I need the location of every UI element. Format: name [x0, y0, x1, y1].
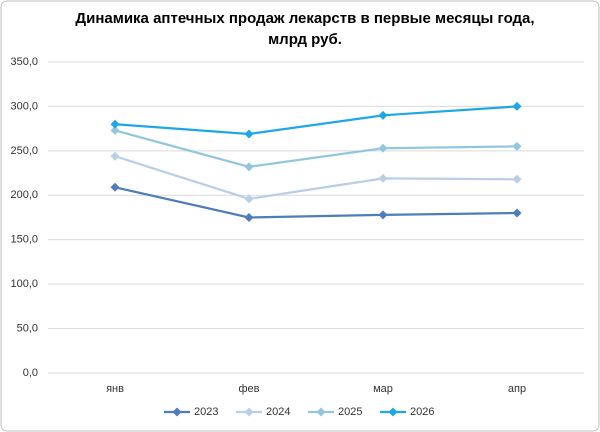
series-line [114, 155, 518, 200]
legend-marker [316, 407, 326, 417]
y-tick-label: 100,0 [10, 278, 38, 290]
x-tick-label: фев [238, 383, 259, 395]
x-tick-label: янв [106, 383, 124, 395]
y-tick-label: 250,0 [10, 145, 38, 157]
point-marker [110, 182, 120, 192]
point-marker [512, 208, 522, 218]
legend-label: 2023 [194, 406, 218, 418]
y-tick-label: 50,0 [17, 322, 38, 334]
point-marker [378, 210, 388, 220]
point-marker [512, 174, 522, 184]
legend-marker [244, 407, 254, 417]
series-line [114, 129, 518, 168]
y-tick-label: 300,0 [10, 100, 38, 112]
y-tick-label: 0,0 [23, 367, 38, 379]
point-marker [512, 141, 522, 151]
x-tick-label: апр [508, 383, 526, 395]
series-line [114, 105, 518, 136]
point-marker [110, 125, 120, 135]
legend-label: 2024 [266, 406, 290, 418]
legend-label: 2025 [338, 406, 362, 418]
series-line [114, 186, 518, 219]
x-tick-label: мар [373, 383, 393, 395]
legend-label: 2026 [410, 406, 434, 418]
point-marker [244, 213, 254, 222]
point-marker [378, 110, 388, 120]
point-marker [512, 101, 522, 111]
point-marker [110, 119, 120, 129]
point-marker [244, 162, 254, 172]
legend-marker [172, 407, 182, 417]
point-marker [244, 129, 254, 139]
point-marker [110, 151, 120, 161]
y-tick-label: 150,0 [10, 234, 38, 246]
point-marker [378, 173, 388, 183]
chart-title: Динамика аптечных продаж лекарств в перв… [75, 10, 534, 27]
y-tick-label: 200,0 [10, 189, 38, 201]
legend-marker [388, 407, 398, 417]
y-tick-label: 350,0 [10, 56, 38, 68]
point-marker [378, 143, 388, 153]
chart-subtitle: млрд руб. [268, 31, 342, 48]
point-marker [244, 194, 254, 204]
